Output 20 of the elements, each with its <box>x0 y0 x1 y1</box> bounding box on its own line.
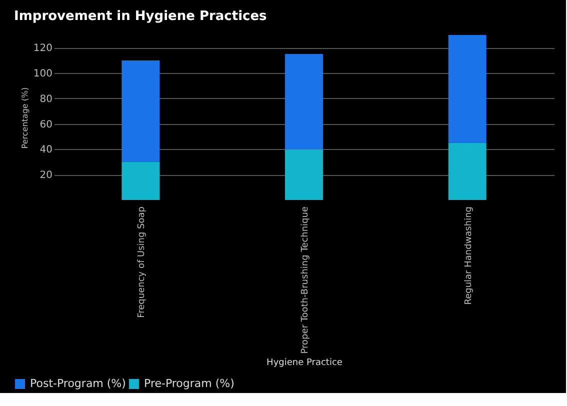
x-tick-label: Frequency of Using Soap <box>137 206 148 318</box>
y-axis-title: Percentage (%) <box>20 87 30 149</box>
y-tick-label: 120 <box>33 43 52 54</box>
x-tick-label: Regular Handwashing <box>464 206 474 305</box>
legend-label: Pre-Program (%) <box>144 377 234 390</box>
y-tick-label: 100 <box>33 68 52 80</box>
x-tick-label: Proper Tooth-Brushing Technique <box>300 206 310 354</box>
y-tick-label: 40 <box>40 144 52 156</box>
bar <box>122 60 160 162</box>
y-tick-label: 60 <box>40 119 52 130</box>
bar <box>448 142 486 200</box>
bar <box>122 162 160 200</box>
x-axis-title: Hygiene Practice <box>266 358 343 368</box>
chart-title: Improvement in Hygiene Practices <box>14 9 268 24</box>
legend-label: Post-Program (%) <box>30 377 126 390</box>
bar <box>285 149 323 200</box>
y-tick-label: 80 <box>40 94 52 105</box>
bar <box>448 35 486 143</box>
y-tick-label: 20 <box>40 170 52 182</box>
bar <box>285 54 323 150</box>
